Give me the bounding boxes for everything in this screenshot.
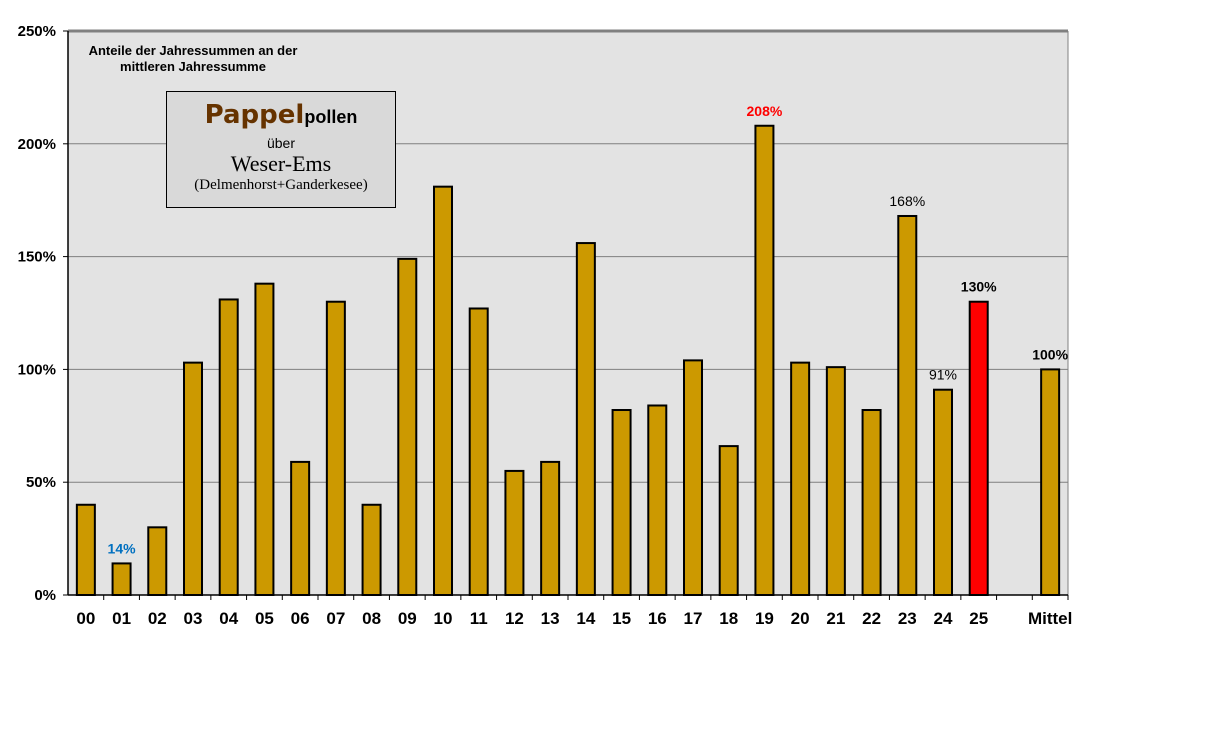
x-tick-label: 25 [969,609,988,628]
bar-04 [218,298,239,596]
x-tick-label: 15 [612,609,631,628]
bar-11 [468,307,489,596]
bar-23 [897,214,918,596]
x-tick-label: 06 [291,609,310,628]
x-tick-label: 21 [826,609,845,628]
x-tick-label: 04 [219,609,238,628]
title-part1: Pappel [204,100,305,130]
data-label: 91% [929,367,957,383]
y-tick-label: 250% [18,23,56,40]
data-label: 208% [747,103,783,119]
bar-25 [968,300,989,596]
title-part2: pollen [304,107,358,127]
x-tick-label: 23 [898,609,917,628]
x-tick-label: 22 [862,609,881,628]
bar-20 [790,361,811,596]
x-tick-label: 12 [505,609,524,628]
x-tick-label: 14 [576,609,595,628]
x-tick-label: 18 [719,609,738,628]
y-tick-label: 50% [26,474,56,491]
x-tick-label: 17 [684,609,703,628]
x-tick-label: 00 [76,609,95,628]
x-tick-label: Mittel [1028,609,1072,628]
title-line3: Weser-Ems [230,151,332,176]
bar-00 [75,503,96,597]
bar-10 [433,185,453,596]
x-tick-label: 02 [148,609,167,628]
x-tick-label: 08 [362,609,381,628]
bar-22 [861,409,882,596]
y-tick-label: 100% [18,361,56,378]
bar-16 [647,404,668,596]
bar-24 [933,388,953,597]
data-label: 14% [108,540,137,556]
data-label: 100% [1032,346,1068,362]
chart-title-box: Pappelpollen über Weser-Ems (Delmenhorst… [166,91,396,208]
x-tick-label: 09 [398,609,417,628]
x-tick-label: 11 [470,609,488,628]
bar-Mittel [1040,368,1061,596]
x-tick-label: 19 [755,609,774,628]
bar-13 [540,460,561,596]
bar-18 [718,445,739,596]
y-tick-label: 200% [18,136,56,153]
bar-12 [504,469,525,597]
bar-02 [147,526,168,597]
bar-03 [183,361,203,596]
data-label: 168% [889,193,925,209]
bar-01 [111,562,132,597]
x-tick-label: 13 [541,609,560,628]
y-tick-label: 150% [18,249,56,266]
bar-08 [361,503,382,597]
bar-17 [683,359,703,596]
x-tick-label: 07 [326,609,345,628]
bar-14 [575,242,596,596]
bar-15 [611,409,632,596]
bar-06 [290,460,311,596]
x-tick-label: 03 [184,609,203,628]
x-tick-label: 05 [255,609,274,628]
chart-subtitle: Anteile der Jahressummen an der mittlere… [88,43,298,74]
title-line2: über [266,135,296,151]
y-tick-label: 0% [34,587,56,604]
x-tick-label: 24 [934,609,953,628]
x-tick-label: 10 [434,609,453,628]
bar-21 [825,366,846,597]
bar-09 [397,257,418,596]
bar-05 [254,282,275,596]
bar-07 [325,300,346,596]
x-tick-label: 16 [648,609,667,628]
bar-19 [754,124,775,596]
x-tick-label: 01 [112,609,131,628]
title-line4: (Delmenhorst+Ganderkesee) [194,177,368,193]
x-tick-label: 20 [791,609,810,628]
data-label: 130% [961,279,997,295]
